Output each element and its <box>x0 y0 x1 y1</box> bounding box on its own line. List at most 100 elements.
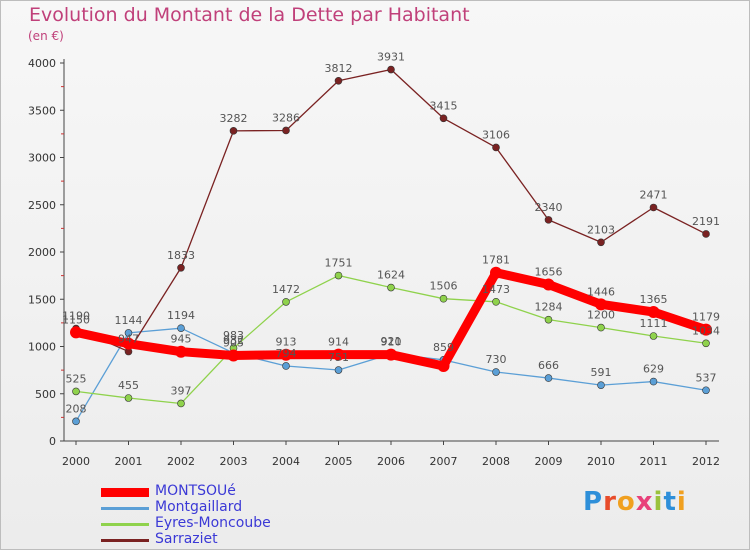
data-point <box>227 349 240 362</box>
legend-label: Montgaillard <box>155 499 243 515</box>
x-tick-label: 2000 <box>62 455 90 468</box>
data-label: 1194 <box>167 309 195 322</box>
data-point <box>282 298 290 306</box>
data-label: 3286 <box>272 111 300 124</box>
x-tick-label: 2005 <box>325 455 353 468</box>
logo-letter: P <box>583 487 604 517</box>
data-point <box>334 366 343 374</box>
y-tick-label: 2000 <box>28 246 56 259</box>
data-point <box>490 266 502 279</box>
data-label: 905 <box>223 336 244 349</box>
data-point <box>72 417 80 426</box>
data-label: 208 <box>66 402 87 415</box>
x-tick-label: 2010 <box>587 455 615 468</box>
data-label: 397 <box>171 384 192 397</box>
data-label: 1506 <box>430 280 458 293</box>
data-label: 947 <box>118 333 139 346</box>
data-point <box>282 126 290 135</box>
data-label: 3812 <box>325 62 353 75</box>
data-point <box>122 337 135 350</box>
data-label: 913 <box>276 336 297 349</box>
data-label: 1751 <box>325 257 353 270</box>
data-label: 1472 <box>272 283 300 296</box>
legend-swatch <box>101 539 149 542</box>
data-point <box>439 114 448 123</box>
data-point <box>492 143 500 152</box>
x-tick-label: 2001 <box>115 455 143 468</box>
data-point <box>70 326 82 339</box>
data-label: 3106 <box>482 128 510 141</box>
data-label: 1656 <box>535 266 563 279</box>
logo-letter: i <box>653 487 664 517</box>
data-label: 629 <box>643 363 664 376</box>
x-tick-label: 2011 <box>640 455 668 468</box>
x-tick-label: 2008 <box>482 455 510 468</box>
data-point <box>437 359 450 372</box>
data-point <box>387 283 395 292</box>
data-label: 1200 <box>587 309 615 322</box>
y-tick-label: 500 <box>35 388 56 401</box>
data-point <box>542 278 555 291</box>
data-label: 1833 <box>167 249 195 262</box>
data-label: 3282 <box>220 112 248 125</box>
data-label: 1179 <box>692 311 720 324</box>
data-label: 2340 <box>535 201 563 214</box>
chart-subtitle: (en €) <box>28 29 64 43</box>
chart-title: Evolution du Montant de la Dette par Hab… <box>29 4 470 26</box>
data-point <box>334 76 343 85</box>
data-label: 1446 <box>587 285 615 298</box>
data-point <box>700 323 712 336</box>
data-point <box>177 324 185 332</box>
data-label: 859 <box>433 341 454 354</box>
data-point <box>332 348 345 361</box>
legend-label: Eyres-Moncoube <box>155 515 271 531</box>
data-label: 1144 <box>115 314 143 327</box>
data-label: 455 <box>118 379 139 392</box>
data-point <box>334 271 343 280</box>
legend-item: MONTSOUé <box>101 483 351 501</box>
data-point <box>439 294 448 303</box>
data-point <box>597 323 605 332</box>
data-label: 1190 <box>62 310 90 323</box>
data-label: 591 <box>591 366 612 379</box>
data-label: 983 <box>223 329 244 342</box>
data-point <box>175 345 187 358</box>
data-label: 1150 <box>62 313 90 326</box>
data-label: 932 <box>223 334 244 347</box>
data-point <box>72 387 80 396</box>
data-point <box>544 216 553 224</box>
data-point <box>649 332 658 340</box>
legend-label: MONTSOUé <box>155 483 236 499</box>
data-label: 921 <box>381 335 402 348</box>
logo-letter: x <box>635 487 654 517</box>
data-label: 945 <box>171 333 192 346</box>
data-label: 525 <box>66 372 87 385</box>
data-label: 1034 <box>692 324 720 337</box>
y-tick-label: 2500 <box>28 199 56 212</box>
logo-letter: o <box>616 487 636 517</box>
data-label: 1111 <box>640 317 668 330</box>
logo-letter: r <box>603 487 617 517</box>
logo-letter: i <box>676 487 687 517</box>
x-tick-label: 2009 <box>535 455 563 468</box>
legend-swatch <box>101 523 149 526</box>
x-tick-label: 2002 <box>167 455 195 468</box>
data-point <box>597 238 605 247</box>
y-tick-label: 1000 <box>28 341 56 354</box>
proxiti-logo: Proxiti <box>583 487 687 517</box>
data-point <box>492 368 500 376</box>
data-label: 3415 <box>430 99 458 112</box>
legend-swatch <box>101 488 149 497</box>
x-tick-label: 2012 <box>692 455 720 468</box>
data-label: 1624 <box>377 269 405 282</box>
data-point <box>702 230 710 238</box>
data-label: 1473 <box>482 283 510 296</box>
data-label: 3931 <box>377 51 405 64</box>
data-label: 751 <box>328 351 349 364</box>
data-point <box>282 362 290 370</box>
legend-label: Sarraziet <box>155 531 218 547</box>
data-point <box>177 263 185 272</box>
data-label: 2191 <box>692 215 720 228</box>
